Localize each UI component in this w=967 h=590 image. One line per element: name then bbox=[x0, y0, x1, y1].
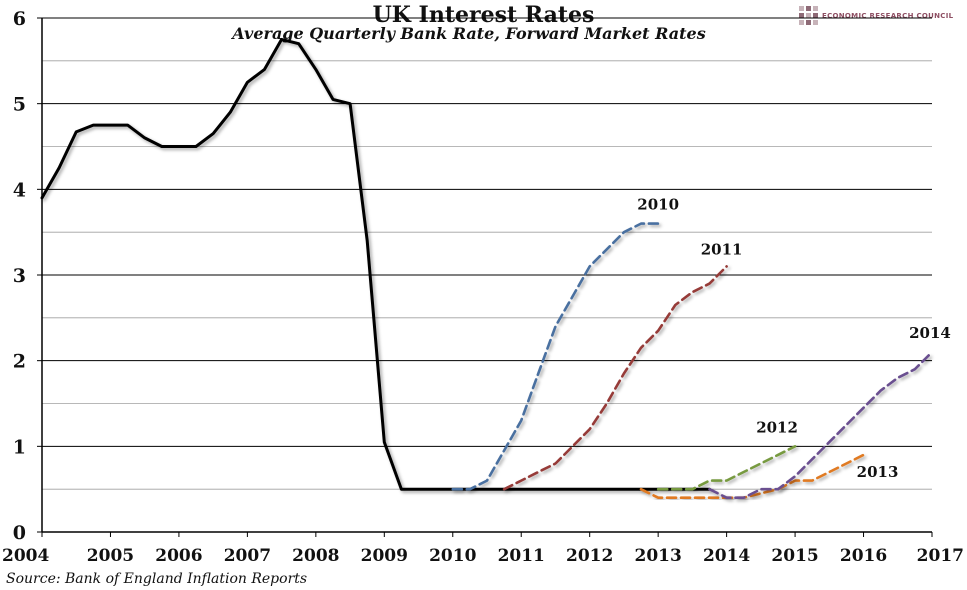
y-tick-label: 4 bbox=[13, 179, 26, 201]
x-tick-label: 2013 bbox=[634, 546, 681, 566]
x-tick-label: 2016 bbox=[840, 546, 887, 566]
series-line-2010 bbox=[451, 222, 660, 491]
series-line-2011 bbox=[502, 265, 728, 491]
x-tick-label: 2017 bbox=[917, 546, 964, 566]
chart-subtitle: Average Quarterly Bank Rate, Forward Mar… bbox=[232, 24, 706, 43]
y-tick-label: 5 bbox=[13, 94, 26, 116]
series-label-2013: 2013 bbox=[857, 463, 899, 481]
series-label-2011: 2011 bbox=[701, 240, 743, 258]
logo-text: ECONOMIC RESEARCH COUNCIL bbox=[822, 11, 954, 20]
series-line-2014 bbox=[708, 350, 934, 499]
x-tick-label: 2011 bbox=[498, 546, 545, 566]
chart-title: UK Interest Rates bbox=[372, 2, 595, 28]
y-tick-label: 6 bbox=[13, 8, 26, 30]
series-label-2012: 2012 bbox=[756, 418, 798, 436]
series-label-2014: 2014 bbox=[909, 324, 951, 342]
x-tick-label: 2008 bbox=[292, 546, 339, 566]
x-tick-label: 2004 bbox=[2, 546, 49, 566]
series-label-2010: 2010 bbox=[637, 196, 679, 214]
x-tick-label: 2006 bbox=[155, 546, 202, 566]
series-line-2013 bbox=[639, 453, 865, 499]
series-line-2012 bbox=[656, 445, 797, 491]
gridlines bbox=[42, 17, 932, 490]
x-tick-label: 2009 bbox=[361, 546, 408, 566]
x-tick-label: 2012 bbox=[566, 546, 613, 566]
y-tick-label: 3 bbox=[13, 265, 26, 287]
y-tick-label: 1 bbox=[13, 436, 26, 458]
x-tick-label: 2015 bbox=[771, 546, 818, 566]
x-tick-label: 2014 bbox=[703, 546, 750, 566]
x-tick-label: 2007 bbox=[224, 546, 271, 566]
x-tick-label: 2010 bbox=[429, 546, 476, 566]
y-tick-label: 2 bbox=[13, 351, 26, 373]
y-tick-label: 0 bbox=[13, 522, 26, 544]
erc-logo: ECONOMIC RESEARCH COUNCIL bbox=[799, 6, 953, 25]
logo-grid-icon bbox=[799, 6, 818, 25]
x-tick-label: 2005 bbox=[87, 546, 134, 566]
series-line-bank-rate bbox=[40, 37, 711, 491]
source-note: Source: Bank of England Inflation Report… bbox=[6, 571, 308, 587]
